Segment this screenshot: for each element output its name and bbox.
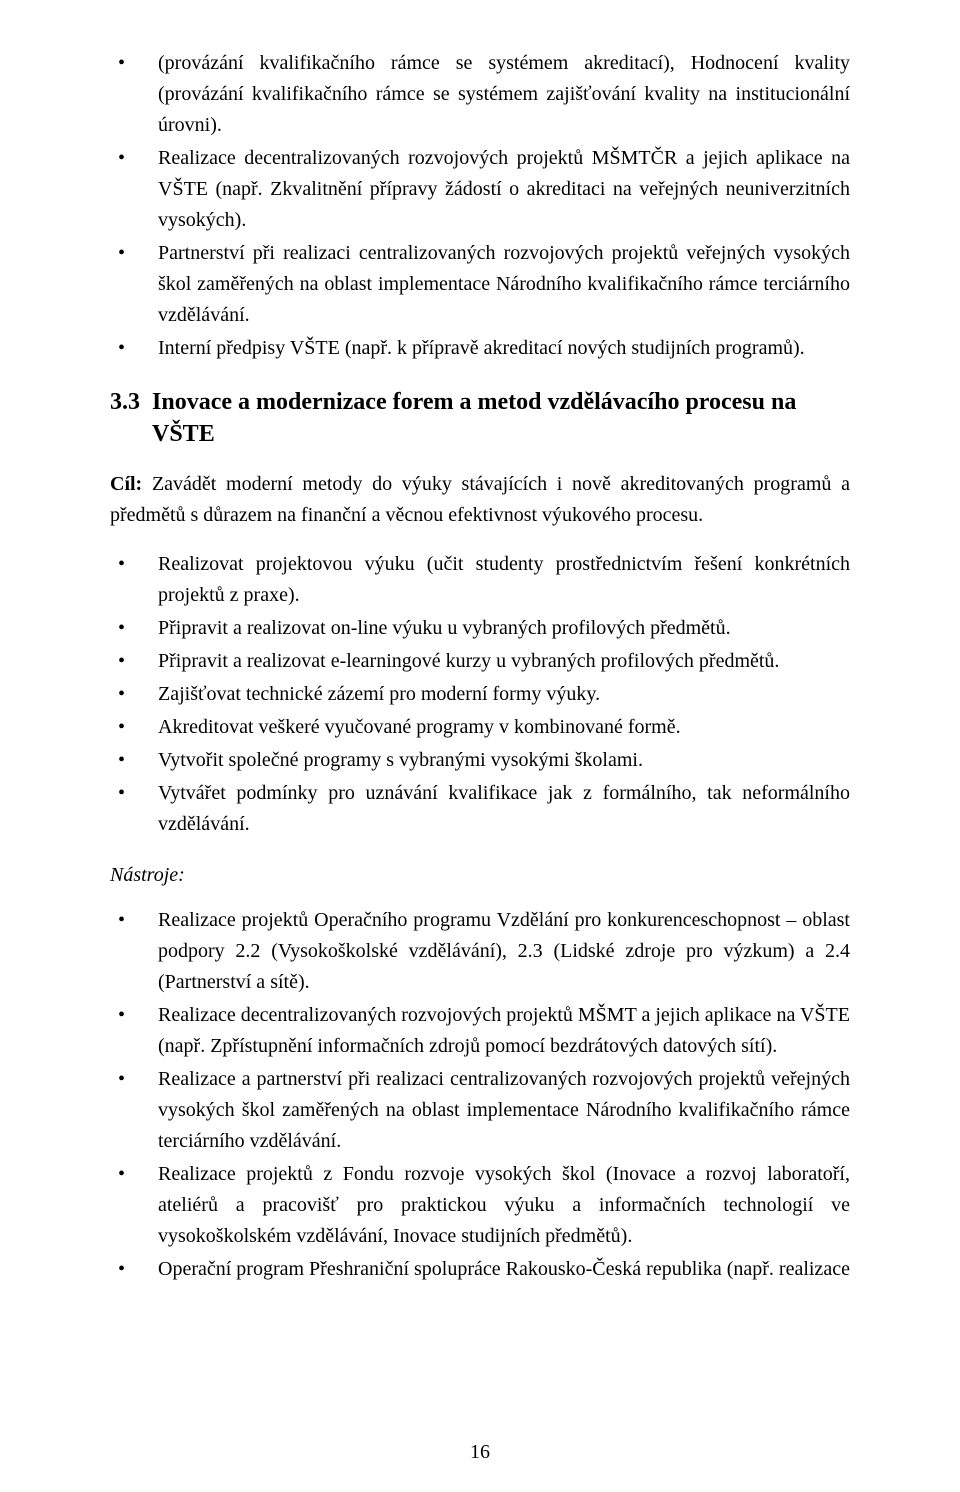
goal-text: Zavádět moderní metody do výuky stávajíc… xyxy=(110,473,850,526)
goal-label: Cíl: xyxy=(110,473,142,495)
list-item: Vytvořit společné programy s vybranými v… xyxy=(110,745,850,776)
list-item-text: Interní předpisy VŠTE (např. k přípravě … xyxy=(158,337,805,359)
top-bullet-list: (provázání kvalifikačního rámce se systé… xyxy=(110,48,850,364)
list-item: Realizace decentralizovaných rozvojových… xyxy=(110,143,850,236)
list-item: Realizace projektů z Fondu rozvoje vysok… xyxy=(110,1159,850,1252)
list-item: Operační program Přeshraniční spolupráce… xyxy=(110,1254,850,1285)
list-item-text: Realizace decentralizovaných rozvojových… xyxy=(158,147,850,231)
mid-bullet-list: Realizovat projektovou výuku (učit stude… xyxy=(110,549,850,840)
list-item-text: Připravit a realizovat on-line výuku u v… xyxy=(158,617,731,639)
list-item-text: Realizace a partnerství při realizaci ce… xyxy=(158,1068,850,1152)
list-item-text: Vytvořit společné programy s vybranými v… xyxy=(158,749,643,771)
list-item: Realizace decentralizovaných rozvojových… xyxy=(110,1000,850,1062)
goal-paragraph: Cíl: Zavádět moderní metody do výuky stá… xyxy=(110,469,850,531)
list-item-text: Partnerství při realizaci centralizovaný… xyxy=(158,242,850,326)
list-item-text: Realizace projektů z Fondu rozvoje vysok… xyxy=(158,1163,850,1247)
list-item-text: Realizace projektů Operačního programu V… xyxy=(158,909,850,993)
list-item-text: Operační program Přeshraniční spolupráce… xyxy=(158,1258,850,1280)
list-item-text: (provázání kvalifikačního rámce se systé… xyxy=(158,48,850,141)
document-page: (provázání kvalifikačního rámce se systé… xyxy=(0,0,960,1492)
list-item-text: Zajišťovat technické zázemí pro moderní … xyxy=(158,683,600,705)
list-item-text: Realizace decentralizovaných rozvojových… xyxy=(158,1004,850,1057)
list-item: Akreditovat veškeré vyučované programy v… xyxy=(110,712,850,743)
list-item: Realizovat projektovou výuku (učit stude… xyxy=(110,549,850,611)
list-item-text: Vytvářet podmínky pro uznávání kvalifika… xyxy=(158,782,850,835)
list-item: Realizace a partnerství při realizaci ce… xyxy=(110,1064,850,1157)
list-item: (provázání kvalifikačního rámce se systé… xyxy=(110,48,850,141)
heading-text: Inovace a modernizace forem a metod vzdě… xyxy=(152,386,850,451)
list-item-text: Akreditovat veškeré vyučované programy v… xyxy=(158,716,681,738)
list-item: Připravit a realizovat on-line výuku u v… xyxy=(110,613,850,644)
list-item: Připravit a realizovat e-learningové kur… xyxy=(110,646,850,677)
tools-label: Nástroje: xyxy=(110,860,850,891)
page-number: 16 xyxy=(0,1437,960,1468)
section-heading: 3.3 Inovace a modernizace forem a metod … xyxy=(110,386,850,451)
list-item: Realizace projektů Operačního programu V… xyxy=(110,905,850,998)
list-item: Interní předpisy VŠTE (např. k přípravě … xyxy=(110,333,850,364)
heading-number: 3.3 xyxy=(110,386,140,451)
bottom-bullet-list: Realizace projektů Operačního programu V… xyxy=(110,905,850,1285)
list-item: Partnerství při realizaci centralizovaný… xyxy=(110,238,850,331)
list-item: Zajišťovat technické zázemí pro moderní … xyxy=(110,679,850,710)
list-item: Vytvářet podmínky pro uznávání kvalifika… xyxy=(110,778,850,840)
list-item-text: Realizovat projektovou výuku (učit stude… xyxy=(158,553,850,606)
list-item-text: Připravit a realizovat e-learningové kur… xyxy=(158,650,779,672)
